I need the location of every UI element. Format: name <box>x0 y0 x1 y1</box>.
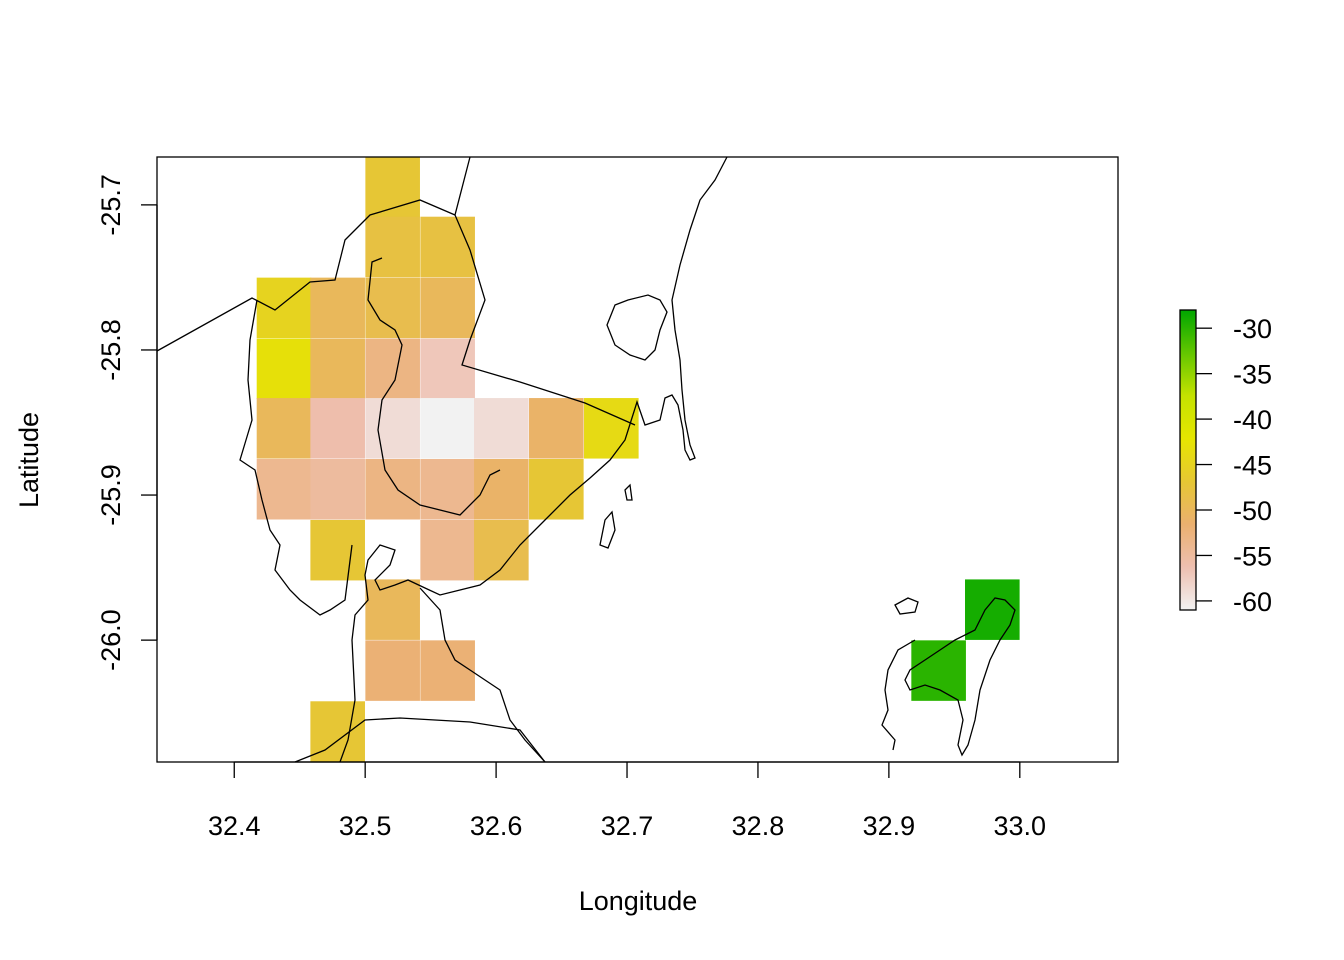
coastline-west <box>239 299 353 616</box>
raster-cell <box>365 338 420 400</box>
coastline-river <box>419 587 546 763</box>
map-outlines <box>156 156 1016 763</box>
y-tick-label: -25.7 <box>96 174 126 236</box>
raster-cell <box>420 216 475 278</box>
raster-cell <box>310 277 365 339</box>
coast-southeast <box>881 639 916 751</box>
raster-cell <box>420 458 475 520</box>
coastline-inner <box>367 257 501 516</box>
raster-cell <box>529 398 584 459</box>
y-axis: -25.7 -25.8 -25.9 -26.0 <box>96 174 158 671</box>
legend-ticks: -30 -35 -40 -45 -50 -55 -60 <box>1196 314 1272 617</box>
raster-cells <box>256 157 1020 762</box>
x-tick-label: 32.8 <box>732 811 785 841</box>
x-tick-label: 32.9 <box>863 811 916 841</box>
raster-cell <box>420 398 475 459</box>
islet-2 <box>599 510 616 549</box>
raster-cell <box>256 458 312 520</box>
raster-cell <box>529 458 584 520</box>
raster-cell <box>474 398 529 459</box>
border-line-east <box>454 156 636 426</box>
raster-cell <box>365 640 420 701</box>
raster-cell <box>474 519 529 581</box>
border-line-south <box>294 717 546 763</box>
raster-cell <box>420 519 475 581</box>
raster-cell <box>420 277 475 339</box>
x-tick-label: 33.0 <box>994 811 1047 841</box>
islet-small <box>624 483 633 501</box>
raster-cell <box>911 640 966 701</box>
color-legend: -30 -35 -40 -45 -50 -55 -60 <box>1179 309 1272 617</box>
raster-cell <box>256 398 312 459</box>
raster-cell <box>365 458 420 520</box>
raster-cell <box>310 519 365 581</box>
raster-cell <box>256 338 312 400</box>
x-axis: 32.4 32.5 32.6 32.7 32.8 32.9 33.0 <box>208 761 1047 841</box>
x-tick-label: 32.7 <box>601 811 654 841</box>
x-tick-label: 32.6 <box>470 811 523 841</box>
island-south <box>894 597 919 615</box>
legend-color-bar <box>1179 309 1197 611</box>
island-north <box>606 294 668 361</box>
raster-cell <box>365 216 420 278</box>
border-line-west <box>156 199 456 352</box>
raster-cell <box>365 579 420 640</box>
y-axis-label: Latitude <box>14 412 44 508</box>
raster-cell <box>420 338 475 400</box>
legend-tick-label: -55 <box>1233 541 1272 571</box>
legend-tick-label: -30 <box>1233 314 1272 344</box>
raster-cell <box>365 398 420 459</box>
x-tick-label: 32.4 <box>208 811 261 841</box>
x-tick-label: 32.5 <box>339 811 392 841</box>
x-axis-label: Longitude <box>579 886 698 916</box>
island-inhaca <box>904 597 1016 757</box>
raster-cell <box>584 398 639 459</box>
y-tick-label: -26.0 <box>96 609 126 671</box>
raster-cell <box>310 458 365 520</box>
y-tick-label: -25.8 <box>96 319 126 381</box>
legend-tick-label: -40 <box>1233 405 1272 435</box>
coastline-bay <box>339 156 728 763</box>
legend-tick-label: -50 <box>1233 496 1272 526</box>
legend-tick-label: -45 <box>1233 451 1272 481</box>
legend-tick-label: -35 <box>1233 360 1272 390</box>
legend-tick-label: -60 <box>1233 587 1272 617</box>
y-tick-label: -25.9 <box>96 464 126 526</box>
raster-cell <box>310 338 365 400</box>
raster-cell <box>420 640 475 701</box>
raster-cell <box>310 398 365 459</box>
